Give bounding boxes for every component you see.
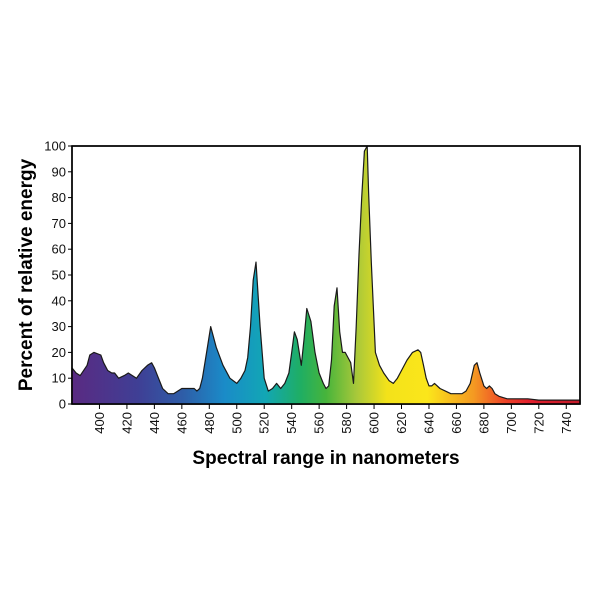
y-tick-label: 50 (52, 268, 66, 283)
x-tick-label: 540 (284, 412, 299, 434)
y-tick-label: 90 (52, 164, 66, 179)
y-tick-label: 100 (44, 139, 66, 154)
x-tick-label: 520 (257, 412, 272, 434)
x-tick-label: 600 (367, 412, 382, 434)
y-axis-title: Percent of relative energy (16, 158, 37, 391)
x-tick-label: 440 (147, 412, 162, 434)
y-tick-label: 40 (52, 293, 66, 308)
x-tick-label: 460 (174, 412, 189, 434)
y-tick-label: 20 (52, 345, 66, 360)
y-tick-label: 30 (52, 319, 66, 334)
x-tick-label: 720 (531, 412, 546, 434)
x-tick-label: 480 (202, 412, 217, 434)
x-tick-label: 680 (476, 412, 491, 434)
x-axis-ticks: 400 420 440 460 480 500 520 540 560 580 600 620 640 6… (92, 404, 574, 434)
y-tick-label: 60 (52, 242, 66, 257)
y-axis-ticks: 0 10 20 30 40 50 60 70 80 90 100 (44, 139, 72, 412)
y-tick-label: 10 (52, 371, 66, 386)
x-tick-label: 400 (92, 412, 107, 434)
x-tick-label: 660 (449, 412, 464, 434)
x-tick-label: 420 (119, 412, 134, 434)
spectrum-area (71, 145, 581, 405)
x-tick-label: 560 (312, 412, 327, 434)
y-tick-label: 0 (59, 397, 66, 412)
x-tick-label: 620 (394, 412, 409, 434)
x-axis-title: Spectral range in nanometers (192, 448, 459, 469)
x-tick-label: 500 (229, 412, 244, 434)
plot-frame (71, 145, 581, 405)
y-tick-label: 70 (52, 216, 66, 231)
y-tick-label: 80 (52, 190, 66, 205)
x-tick-label: 640 (421, 412, 436, 434)
x-tick-label: 700 (504, 412, 519, 434)
x-tick-label: 580 (339, 412, 354, 434)
x-tick-label: 740 (559, 412, 574, 434)
